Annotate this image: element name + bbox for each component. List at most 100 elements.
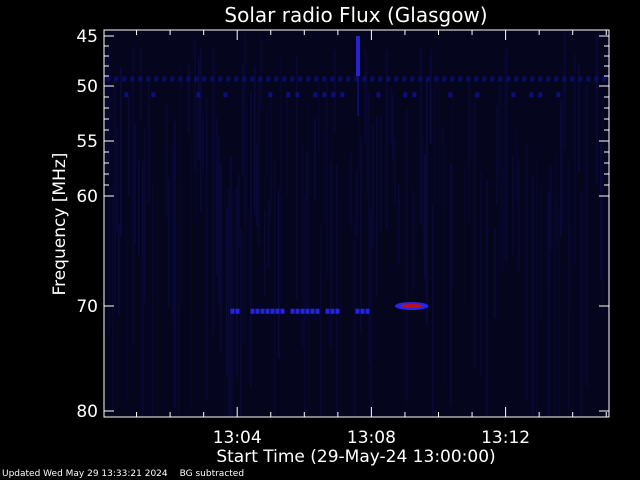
band-segment	[138, 76, 143, 82]
band-segment	[306, 76, 311, 82]
x-axis-ticks: 13:04 13:08 13:12	[136, 30, 607, 448]
noise-streak	[226, 207, 228, 376]
noise-streak	[308, 105, 310, 406]
noise-streak	[194, 40, 196, 174]
noise-streak	[394, 139, 396, 205]
noise-streak	[334, 49, 336, 133]
noise-streak	[202, 112, 204, 176]
noise-streak	[558, 210, 560, 415]
noise-streak	[108, 45, 110, 335]
noise-streak	[370, 208, 372, 417]
band-segment	[258, 76, 263, 82]
band-segment	[305, 308, 310, 314]
noise-streak	[330, 162, 332, 350]
noise-streak	[238, 174, 240, 248]
noise-streak	[602, 89, 604, 317]
band-segment	[202, 76, 207, 82]
band-segment	[325, 308, 330, 314]
band-segment	[355, 308, 360, 314]
noise-streak	[256, 143, 258, 226]
band-segment	[146, 76, 151, 82]
noise-streak	[554, 193, 556, 417]
noise-streak	[332, 127, 334, 307]
noise-streak	[578, 63, 580, 172]
band-segment	[255, 308, 260, 314]
band-segment	[330, 308, 335, 314]
noise-streak	[580, 190, 582, 417]
band-segment	[106, 76, 111, 82]
noise-streak	[422, 133, 424, 256]
band-segment	[290, 308, 295, 314]
band-segment	[394, 76, 399, 82]
band-segment	[354, 76, 359, 82]
noise-streak	[232, 224, 234, 417]
band-segment	[594, 76, 599, 82]
noise-streak	[166, 101, 168, 218]
band-segment	[286, 92, 291, 98]
band-segment	[295, 308, 300, 314]
band-segment	[402, 76, 407, 82]
band-segment	[475, 92, 480, 98]
noise-streak	[430, 48, 432, 144]
band-segment	[448, 92, 453, 98]
noise-streak	[318, 78, 320, 152]
noise-streak	[450, 163, 452, 407]
band-segment	[114, 76, 119, 82]
x-tick-label: 13:08	[347, 428, 396, 448]
bg-subtracted-note: BG subtracted	[179, 469, 245, 479]
noise-streak	[516, 126, 518, 204]
noise-streak	[518, 160, 520, 272]
noise-streak	[172, 147, 174, 322]
noise-streak	[512, 156, 514, 255]
noise-streak	[286, 94, 288, 196]
band-segment	[275, 308, 280, 314]
noise-streak	[190, 137, 192, 414]
noise-streak	[596, 34, 598, 185]
chart-title: Solar radio Flux (Glasgow)	[224, 3, 487, 27]
noise-streak	[320, 225, 322, 417]
band-segment	[466, 76, 471, 82]
noise-streak	[498, 78, 500, 182]
band-segment	[490, 76, 495, 82]
band-segment	[315, 308, 320, 314]
noise-streak	[354, 219, 356, 417]
band-segment	[360, 308, 365, 314]
band-segment	[242, 76, 247, 82]
noise-streak	[532, 175, 534, 417]
band-segment	[412, 92, 417, 98]
band-segment	[196, 92, 201, 98]
noise-streak	[148, 82, 150, 205]
band-segment	[562, 76, 567, 82]
noise-streak	[278, 190, 280, 358]
noise-streak	[548, 191, 550, 417]
noise-streak	[230, 157, 232, 417]
noise-streak	[174, 121, 176, 409]
band-segment	[235, 308, 240, 314]
noise-streak	[570, 224, 572, 307]
noise-streak	[254, 65, 256, 216]
noise-streak	[140, 48, 142, 121]
band-segment	[290, 76, 295, 82]
x-tick-label: 13:04	[213, 428, 262, 448]
band-segment	[230, 308, 235, 314]
band-segment	[178, 76, 183, 82]
band-segment	[130, 76, 135, 82]
footer: Updated Wed May 29 13:33:21 2024 BG subtr…	[2, 469, 256, 479]
band-segment	[310, 308, 315, 314]
band-segment	[250, 308, 255, 314]
y-tick-label: 60	[76, 187, 98, 207]
band-segment	[322, 92, 327, 98]
y-tick-label: 55	[76, 132, 98, 152]
noise-streak	[390, 86, 392, 147]
noise-streak	[350, 153, 352, 230]
band-segment	[378, 76, 383, 82]
noise-streak	[452, 95, 454, 287]
band-segment	[362, 76, 367, 82]
noise-streak	[216, 117, 218, 276]
noise-streak	[494, 228, 496, 319]
noise-streak	[364, 46, 366, 144]
noise-streak	[600, 143, 602, 280]
band-segment	[556, 92, 561, 98]
noise-streak	[368, 92, 370, 365]
noise-streak	[220, 162, 222, 353]
